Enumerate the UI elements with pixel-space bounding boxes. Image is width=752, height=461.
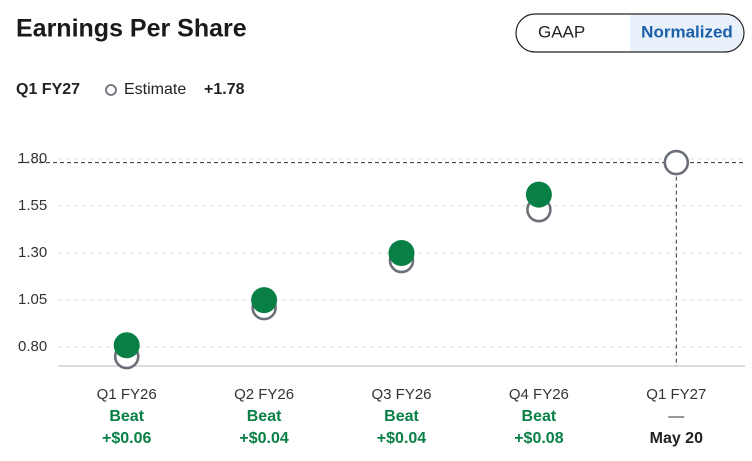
x-tick-label: Q1 FY27 (646, 386, 706, 403)
y-tick-label: 0.80 (18, 338, 47, 355)
toggle-option[interactable]: GAAP (538, 22, 585, 41)
surprise-label: +$0.04 (377, 430, 426, 447)
y-tick-label: 1.55 (18, 197, 47, 214)
x-tick-label: Q4 FY26 (509, 386, 569, 403)
x-tick-label: Q1 FY26 (97, 386, 157, 403)
report-date: May 20 (650, 430, 703, 447)
x-tick-label: Q3 FY26 (371, 386, 431, 403)
subtitle: Q1 FY27 (16, 81, 80, 98)
legend-label: Estimate (124, 81, 186, 98)
estimate-value: +1.78 (204, 81, 245, 98)
result-label: Beat (522, 408, 557, 425)
y-tick-label: 1.30 (18, 244, 47, 261)
actual-point (113, 332, 140, 359)
toggle-option[interactable]: Normalized (641, 22, 733, 41)
actual-point (251, 287, 278, 314)
surprise-label: +$0.04 (239, 430, 288, 447)
result-label: Beat (109, 408, 144, 425)
result-label: Beat (384, 408, 419, 425)
actual-point (388, 240, 415, 266)
legend-marker (105, 84, 117, 96)
estimate-point (663, 149, 690, 176)
y-tick-label: 1.05 (18, 291, 47, 308)
y-tick-label: 1.80 (18, 150, 47, 167)
surprise-label: +$0.08 (514, 430, 563, 447)
title: Earnings Per Share (16, 15, 247, 43)
actual-point (525, 181, 552, 208)
toggle-active-bg (630, 15, 743, 51)
x-tick-label: Q2 FY26 (234, 386, 294, 403)
surprise-label: +$0.06 (102, 430, 151, 447)
result-label: Beat (247, 408, 282, 425)
result-label: — (668, 408, 684, 425)
